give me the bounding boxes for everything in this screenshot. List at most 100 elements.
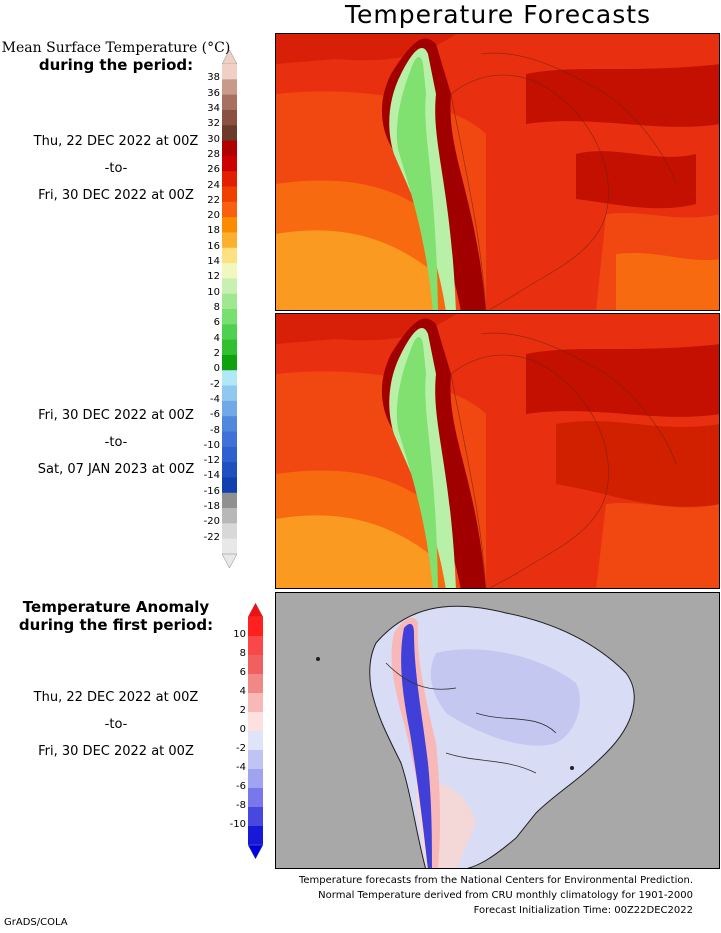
colorbar-swatch xyxy=(222,125,237,141)
colorbar-bottom-arrow xyxy=(222,553,238,568)
anomaly-heading-line1: Temperature Anomaly xyxy=(22,598,210,616)
colorbar-tick-label: 4 xyxy=(239,686,246,697)
colorbar-swatch xyxy=(248,617,263,637)
colorbar-tick-label: 16 xyxy=(207,240,220,252)
colorbar-swatch xyxy=(222,492,237,509)
anomaly-heading-line2: during the first period: xyxy=(18,616,214,634)
colorbar-tick-label: 0 xyxy=(239,724,246,735)
legend-heading-line1: Mean Surface Temperature (°C) xyxy=(1,40,231,56)
anomaly-colorbar xyxy=(248,603,264,859)
colorbar-swatch xyxy=(222,523,237,540)
period1-end: Fri, 30 DEC 2022 at 00Z xyxy=(38,188,194,203)
colorbar-tick-label: -6 xyxy=(236,781,246,792)
colorbar-swatch xyxy=(222,385,237,402)
colorbar-swatch xyxy=(222,247,237,264)
period2-sep: -to- xyxy=(104,435,128,450)
colorbar-tick-label: -16 xyxy=(203,485,220,497)
colorbar-swatch xyxy=(222,232,237,249)
colorbar-swatch xyxy=(222,416,237,432)
colorbar-swatch xyxy=(248,636,263,656)
colorbar-tick-label: 32 xyxy=(207,118,220,130)
colorbar-swatch xyxy=(222,64,237,80)
colorbar-swatch xyxy=(222,293,237,310)
colorbar-swatch xyxy=(248,750,263,770)
colorbar-tick-label: 34 xyxy=(207,102,220,114)
period3-label: Thu, 22 DEC 2022 at 00Z -to- Fri, 30 DEC… xyxy=(0,684,232,765)
colorbar-tick-label: 22 xyxy=(207,194,220,206)
colorbar-tick-label: -22 xyxy=(203,531,220,543)
colorbar-tick-label: 6 xyxy=(213,317,220,329)
colorbar-swatch xyxy=(222,217,237,233)
colorbar-swatch xyxy=(248,807,263,827)
colorbar-tick-label: -10 xyxy=(203,439,220,451)
colorbar-tick-label: 26 xyxy=(207,164,220,176)
colorbar-tick-label: -4 xyxy=(210,393,220,405)
colorbar-tick-label: -2 xyxy=(210,378,220,390)
colorbar-swatch xyxy=(222,79,237,96)
colorbar-swatch xyxy=(222,309,237,325)
colorbar-swatch xyxy=(222,508,237,524)
period3-end: Fri, 30 DEC 2022 at 00Z xyxy=(38,744,194,759)
temperature-legend-heading: Mean Surface Temperature (°C) during the… xyxy=(0,40,232,74)
colorbar-tick-label: -18 xyxy=(203,501,220,513)
colorbar-tick-label: 24 xyxy=(207,179,220,191)
colorbar-swatch xyxy=(222,400,237,417)
colorbar-tick-label: 12 xyxy=(207,271,220,283)
grads-credit: GrADS/COLA xyxy=(4,917,68,928)
colorbar-swatch xyxy=(222,370,237,386)
colorbar-tick-label: -10 xyxy=(229,819,246,830)
period2-start: Fri, 30 DEC 2022 at 00Z xyxy=(38,408,194,423)
colorbar-swatch xyxy=(222,446,237,463)
colorbar-tick-label: -8 xyxy=(210,424,220,436)
colorbar-swatch xyxy=(222,538,237,555)
period1-start: Thu, 22 DEC 2022 at 00Z xyxy=(33,134,199,149)
colorbar-tick-label: -2 xyxy=(236,743,246,754)
colorbar-tick-label: 20 xyxy=(207,210,220,222)
footer-notes: Temperature forecasts from the National … xyxy=(299,873,693,918)
colorbar-swatch xyxy=(222,140,237,157)
colorbar-tick-label: 6 xyxy=(239,667,246,678)
page-title: Temperature Forecasts xyxy=(344,0,652,29)
colorbar-swatch xyxy=(222,477,237,494)
colorbar-swatch xyxy=(248,655,263,675)
colorbar-tick-label: 10 xyxy=(233,629,246,640)
period1-sep: -to- xyxy=(104,161,128,176)
anomaly-legend-heading: Temperature Anomaly during the first per… xyxy=(0,598,232,634)
colorbar-tick-label: 0 xyxy=(213,363,220,375)
colorbar-tick-label: 8 xyxy=(213,302,220,313)
colorbar-swatch xyxy=(222,462,237,478)
colorbar-bottom-arrow xyxy=(248,844,264,859)
colorbar-tick-label: 18 xyxy=(207,225,220,237)
colorbar-tick-label: 8 xyxy=(239,648,246,659)
footer-line3: Forecast Initialization Time: 00Z22DEC20… xyxy=(473,905,693,916)
colorbar-swatch xyxy=(222,109,237,126)
colorbar-swatch xyxy=(248,712,263,732)
period3-start: Thu, 22 DEC 2022 at 00Z xyxy=(33,690,199,705)
forecast-map-period2 xyxy=(275,313,720,589)
legend-heading-line2: during the period: xyxy=(38,56,194,74)
colorbar-tick-label: -12 xyxy=(203,455,220,467)
colorbar-swatch xyxy=(222,94,237,111)
colorbar-tick-label: -14 xyxy=(203,470,220,482)
colorbar-swatch xyxy=(248,674,263,694)
period2-end: Sat, 07 JAN 2023 at 00Z xyxy=(37,462,195,477)
footer-line2: Normal Temperature derived from CRU mont… xyxy=(318,890,693,901)
colorbar-swatch xyxy=(222,339,237,356)
colorbar-tick-label: 28 xyxy=(207,148,220,160)
colorbar-top-arrow xyxy=(248,603,264,618)
colorbar-swatch xyxy=(222,201,237,218)
colorbar-swatch xyxy=(248,788,263,808)
footer-line1: Temperature forecasts from the National … xyxy=(298,875,693,886)
colorbar-tick-label: 2 xyxy=(239,705,246,716)
colorbar-tick-label: 30 xyxy=(207,133,220,145)
colorbar-top-arrow xyxy=(222,50,238,65)
colorbar-swatch xyxy=(248,826,263,846)
colorbar-swatch xyxy=(248,769,263,789)
colorbar-swatch xyxy=(222,186,237,203)
colorbar-swatch xyxy=(222,278,237,295)
anomaly-map xyxy=(275,592,720,869)
colorbar-swatch xyxy=(248,731,263,751)
colorbar-tick-label: 10 xyxy=(207,286,220,298)
colorbar-tick-label: -8 xyxy=(236,800,246,811)
period2-label: Fri, 30 DEC 2022 at 00Z -to- Sat, 07 JAN… xyxy=(0,402,232,483)
